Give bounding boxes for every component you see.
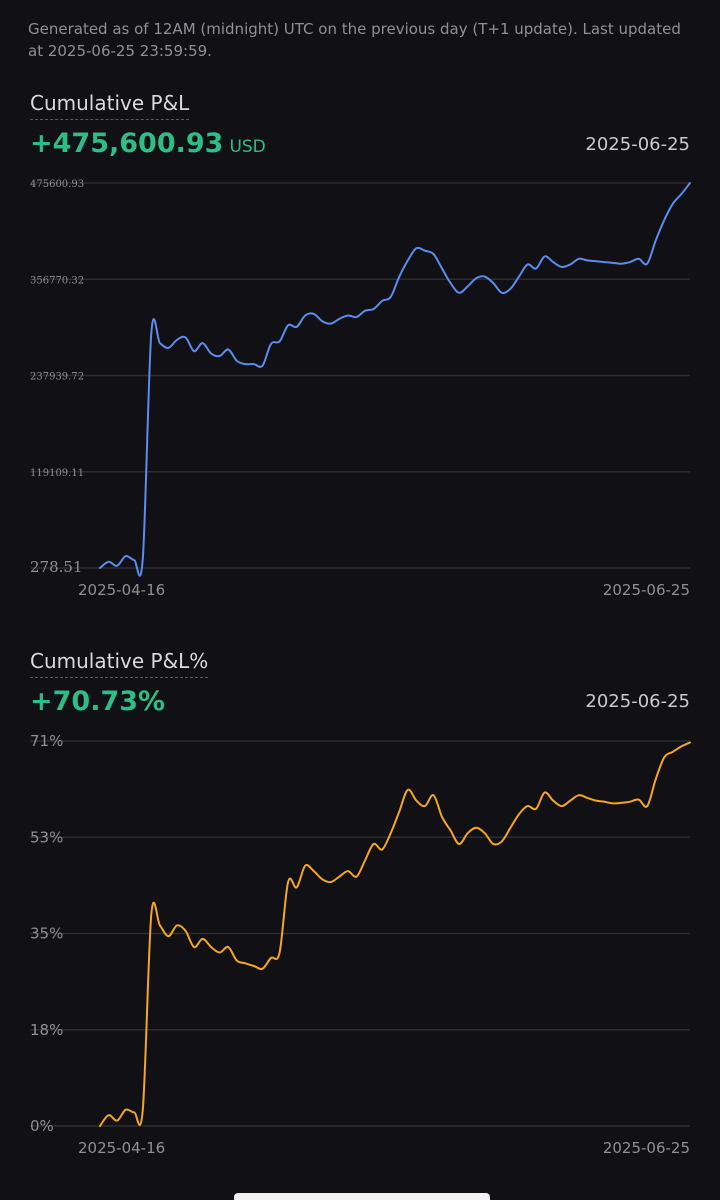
series-line [99,741,691,1127]
pnl-date: 2025-06-25 [585,134,690,155]
home-indicator [234,1193,490,1200]
pnl-chart[interactable]: 475600.93 356770.32 237939.72 119109.11 278.… [0,170,720,610]
x-end-label: 2025-06-25 [603,1139,690,1157]
pnl-pct-date: 2025-06-25 [585,691,690,712]
x-end-label: 2025-06-25 [603,581,690,599]
pnl-pct-chart[interactable]: 71% 53% 35% 18% 0% 2025-04-16 2025-06-25 [0,728,720,1168]
pnl-amount: +475,600.93 [30,128,224,159]
pnl-title[interactable]: Cumulative P&L [30,90,190,120]
x-start-label: 2025-04-16 [78,1139,165,1157]
pnl-pct-title[interactable]: Cumulative P&L% [30,648,209,678]
pnl-value: +475,600.93 USD [30,128,266,163]
pnl-pct-value: +70.73% [30,686,166,717]
y-tick-label: 35% [30,925,63,943]
y-tick-label: 356770.32 [30,275,84,286]
y-tick-label: 0% [30,1117,54,1135]
series-line [99,182,691,577]
x-start-label: 2025-04-16 [78,581,165,599]
y-tick-label: 237939.72 [30,372,84,383]
y-tick-label: 278.51 [30,558,83,576]
y-tick-label: 119109.11 [30,468,84,479]
pnl-unit: USD [229,137,266,157]
y-tick-label: 53% [30,828,63,846]
y-tick-label: 475600.93 [30,179,84,190]
update-note: Generated as of 12AM (midnight) UTC on t… [28,20,681,60]
y-tick-label: 18% [30,1021,63,1039]
y-tick-label: 71% [30,732,63,750]
